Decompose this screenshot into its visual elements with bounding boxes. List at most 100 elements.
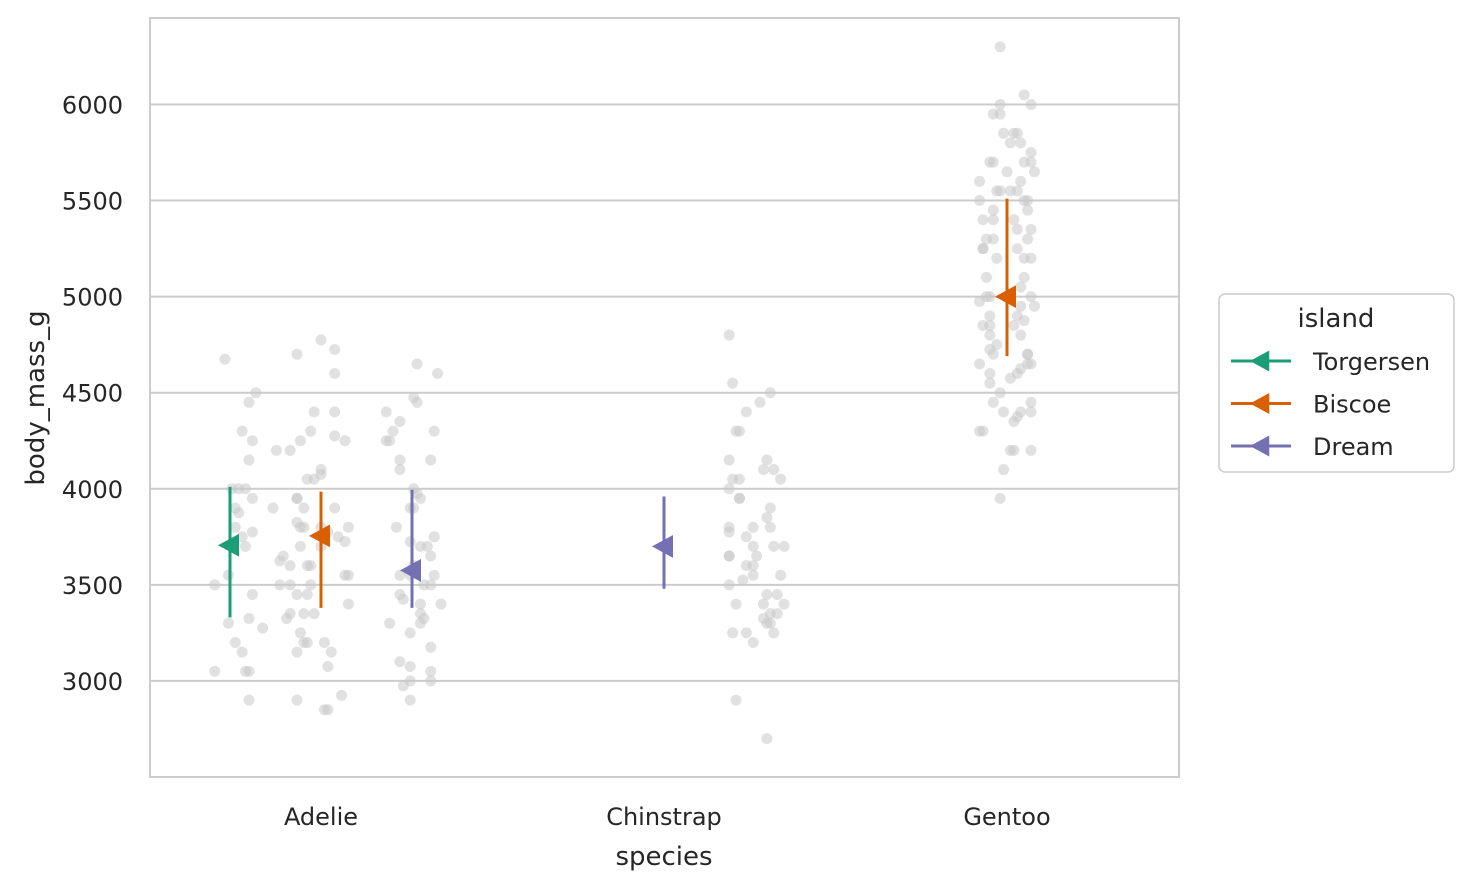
strip-point-gentoo-84 bbox=[1008, 444, 1020, 456]
axes-frame bbox=[149, 17, 1180, 778]
legend: island Torgersen Biscoe Dream bbox=[1218, 293, 1455, 473]
strip-point-chinstrap-8 bbox=[761, 454, 773, 466]
strip-point-gentoo-16 bbox=[1028, 166, 1040, 178]
strip-point-gentoo-14 bbox=[984, 156, 996, 168]
strip-point-adelie-100 bbox=[394, 464, 406, 476]
y-tick-label-5000: 5000 bbox=[62, 284, 123, 312]
strip-point-gentoo-8 bbox=[1011, 127, 1023, 139]
strip-point-adelie-8 bbox=[284, 444, 296, 456]
strip-point-gentoo-80 bbox=[1008, 416, 1020, 428]
strip-point-gentoo-59 bbox=[1015, 329, 1027, 341]
strip-point-gentoo-42 bbox=[991, 252, 1003, 264]
strip-point-adelie-9 bbox=[270, 444, 282, 456]
strip-point-chinstrap-0 bbox=[723, 329, 735, 341]
strip-point-adelie-105 bbox=[408, 502, 420, 514]
strip-point-gentoo-73 bbox=[994, 387, 1006, 399]
strip-point-gentoo-9 bbox=[1004, 137, 1016, 149]
y-tick-label-3500: 3500 bbox=[62, 572, 123, 600]
y-tick-label-4000: 4000 bbox=[62, 476, 123, 504]
strip-point-gentoo-63 bbox=[1022, 348, 1034, 360]
strip-point-chinstrap-25 bbox=[778, 540, 790, 552]
strip-point-adelie-114 bbox=[394, 569, 406, 581]
strip-point-adelie-95 bbox=[387, 425, 399, 437]
strip-point-adelie-119 bbox=[397, 593, 409, 605]
strip-point-adelie-59 bbox=[291, 492, 303, 504]
strip-point-adelie-53 bbox=[339, 435, 351, 447]
strip-point-adelie-111 bbox=[425, 550, 437, 562]
strip-point-adelie-48 bbox=[329, 343, 341, 355]
strip-point-gentoo-5 bbox=[994, 108, 1006, 120]
strip-point-adelie-22 bbox=[236, 531, 248, 543]
strip-point-gentoo-47 bbox=[1025, 291, 1037, 303]
strip-point-adelie-94 bbox=[428, 425, 440, 437]
strip-point-gentoo-36 bbox=[1022, 233, 1034, 245]
strip-point-gentoo-50 bbox=[1028, 300, 1040, 312]
strip-point-chinstrap-28 bbox=[723, 550, 735, 562]
strip-point-chinstrap-47 bbox=[740, 627, 752, 639]
x-axis-label: species bbox=[615, 842, 712, 872]
strip-point-gentoo-2 bbox=[994, 98, 1006, 110]
strip-point-adelie-99 bbox=[425, 454, 437, 466]
strip-point-adelie-43 bbox=[209, 665, 221, 677]
strip-point-gentoo-44 bbox=[980, 271, 992, 283]
strip-point-adelie-67 bbox=[339, 536, 351, 548]
strip-point-chinstrap-9 bbox=[757, 464, 769, 476]
y-tick-label-5500: 5500 bbox=[62, 188, 123, 216]
strip-point-adelie-36 bbox=[281, 612, 293, 624]
strip-point-adelie-0 bbox=[219, 353, 231, 365]
legend-marker-biscoe bbox=[1250, 393, 1270, 414]
strip-point-adelie-120 bbox=[414, 598, 426, 610]
strip-point-gentoo-29 bbox=[977, 214, 989, 226]
strip-point-adelie-31 bbox=[209, 579, 221, 591]
strip-point-adelie-24 bbox=[240, 540, 252, 552]
strip-point-adelie-121 bbox=[435, 598, 447, 610]
strip-point-adelie-16 bbox=[267, 502, 279, 514]
strip-point-gentoo-64 bbox=[987, 348, 999, 360]
strip-point-adelie-51 bbox=[305, 425, 317, 437]
strip-point-adelie-64 bbox=[342, 521, 354, 533]
legend-entries: Torgersen Biscoe Dream bbox=[1231, 348, 1430, 461]
strip-point-chinstrap-13 bbox=[775, 473, 787, 485]
strip-point-chinstrap-16 bbox=[733, 492, 745, 504]
strip-point-chinstrap-7 bbox=[723, 454, 735, 466]
strip-point-adelie-134 bbox=[404, 694, 416, 706]
strip-point-gentoo-17 bbox=[1001, 166, 1013, 178]
strip-point-chinstrap-22 bbox=[723, 526, 735, 538]
strip-point-chinstrap-38 bbox=[730, 598, 742, 610]
strip-point-chinstrap-21 bbox=[764, 521, 776, 533]
strip-point-chinstrap-24 bbox=[747, 540, 759, 552]
y-tick-label-3000: 3000 bbox=[62, 668, 123, 696]
strip-point-adelie-83 bbox=[322, 661, 334, 673]
strip-point-adelie-130 bbox=[425, 665, 437, 677]
strip-point-chinstrap-17 bbox=[764, 502, 776, 514]
strip-point-chinstrap-12 bbox=[733, 473, 745, 485]
strip-point-gentoo-32 bbox=[1025, 223, 1037, 235]
strip-point-gentoo-10 bbox=[1015, 137, 1027, 149]
mean-marker-torgersen-adelie bbox=[218, 533, 239, 557]
strip-point-chinstrap-39 bbox=[757, 598, 769, 610]
strip-point-gentoo-51 bbox=[1015, 300, 1027, 312]
strip-point-chinstrap-14 bbox=[723, 483, 735, 495]
strip-point-gentoo-1 bbox=[1018, 89, 1030, 101]
strip-point-gentoo-82 bbox=[974, 425, 986, 437]
strip-point-adelie-5 bbox=[236, 425, 248, 437]
strip-point-gentoo-23 bbox=[1011, 185, 1023, 197]
legend-title: island bbox=[1298, 304, 1375, 334]
strip-point-adelie-60 bbox=[298, 502, 310, 514]
strip-point-adelie-2 bbox=[250, 387, 262, 399]
strip-point-adelie-29 bbox=[274, 579, 286, 591]
strip-point-gentoo-85 bbox=[1025, 444, 1037, 456]
strip-point-adelie-84 bbox=[291, 694, 303, 706]
strip-point-gentoo-78 bbox=[998, 406, 1010, 418]
strip-point-chinstrap-1 bbox=[727, 377, 739, 389]
legend-marker-dream bbox=[1250, 435, 1270, 457]
strip-point-adelie-79 bbox=[301, 636, 313, 648]
strip-point-adelie-69 bbox=[294, 540, 306, 552]
legend-label-dream: Dream bbox=[1313, 433, 1394, 461]
strip-point-chinstrap-2 bbox=[764, 387, 776, 399]
legend-box bbox=[1218, 293, 1455, 473]
strip-point-gentoo-39 bbox=[1011, 243, 1023, 255]
strip-point-gentoo-27 bbox=[987, 204, 999, 216]
strip-point-chinstrap-50 bbox=[730, 694, 742, 706]
